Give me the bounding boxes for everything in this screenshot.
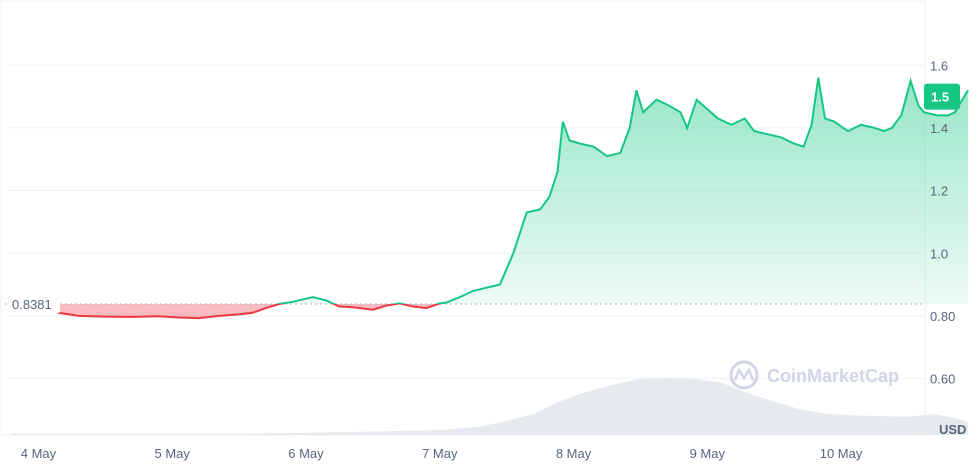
x-tick-label: 10 May	[820, 446, 863, 461]
y-tick-label: 0.60	[930, 372, 955, 387]
reference-price-label: 0.8381	[12, 297, 52, 312]
price-area-down	[11, 303, 969, 319]
x-tick-label: 4 May	[21, 446, 57, 461]
x-tick-label: 9 May	[690, 446, 726, 461]
y-axis: 0.60 0.80 1.0 1.2 1.4 1.6	[930, 58, 955, 386]
current-price-badge: 1.5	[924, 83, 960, 110]
coinmarketcap-logo-wave	[733, 367, 755, 381]
y-tick-label: 1.6	[930, 58, 948, 73]
coinmarketcap-logo-icon	[729, 360, 759, 390]
price-area-up	[11, 77, 969, 304]
x-tick-label: 8 May	[556, 446, 592, 461]
y-tick-label: 1.0	[930, 246, 948, 261]
x-tick-label: 5 May	[155, 446, 191, 461]
price-line-down	[11, 303, 443, 320]
volume-area	[11, 377, 969, 435]
y-tick-label: 0.80	[930, 309, 955, 324]
x-tick-label: 6 May	[288, 446, 324, 461]
x-axis: 4 May 5 May 6 May 7 May 8 May 9 May 10 May	[21, 446, 863, 461]
y-tick-label: 1.4	[930, 121, 948, 136]
volume-bars	[11, 377, 969, 435]
y-tick-label: 1.2	[930, 184, 948, 199]
reference-price-badge: 0.8381	[8, 294, 60, 313]
price-line-up	[11, 77, 969, 304]
watermark: CoinMarketCap	[729, 360, 899, 390]
watermark-text: CoinMarketCap	[767, 366, 899, 386]
current-price-label: 1.5	[931, 90, 949, 105]
unit-label: USD	[939, 422, 966, 437]
x-tick-label: 7 May	[422, 446, 458, 461]
